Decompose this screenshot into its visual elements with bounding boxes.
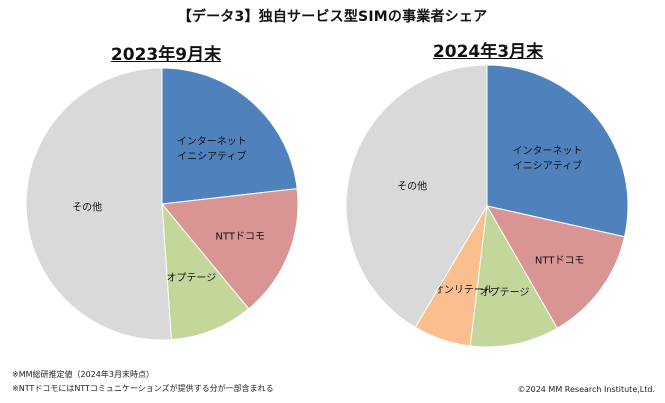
pie-1-slice-2 [469,204,558,348]
copyright: ©2024 MM Research Institute,Ltd. [517,385,655,394]
pie-2024-title: 2024年3月末 [432,42,544,62]
pie-1-slice-2-label-0: オプテージ [480,287,530,299]
pie-0-slice-0-label-0: インターネット [177,136,247,148]
pie-1-slice-1-label-0: NTTドコモ [535,256,585,267]
pie-0-slice-0 [161,67,298,205]
footnote-source: ※MM総研推定値（2024年3月末時点） [12,370,154,379]
pie-1-slice-1 [486,205,626,329]
pie-1-slice-4 [345,64,488,329]
chart-main-title: 【データ3】独自サービス型SIMの事業者シェア [177,9,488,25]
pie-0-slice-0-label-1: イニシアティブ [177,150,246,163]
pie-2023-title: 2023年9月末 [110,45,222,65]
pie-1-slice-4-label-0: その他 [397,180,427,193]
pie-1-slice-0-label-0: インターネット [513,145,583,157]
footnote-docomo: ※NTTドコモにはNTTコミュニケーションズが提供する分が一部含まれる [12,384,274,393]
pie-0-slice-1 [161,188,299,310]
pie-0-slice-1-label-0: NTTドコモ [215,232,265,243]
pie-0-slice-3 [25,67,172,341]
pie-1-slice-0 [486,64,629,238]
pie-1-slice-0-label-1: イニシアティブ [513,159,582,172]
pie-0-slice-2 [161,202,250,341]
pie-0-slice-2-label-0: オプテージ [166,272,216,284]
pie-1-slice-3-label-0: イオンリテール [424,284,494,296]
pie-0-slice-3-label-0: その他 [72,201,102,214]
